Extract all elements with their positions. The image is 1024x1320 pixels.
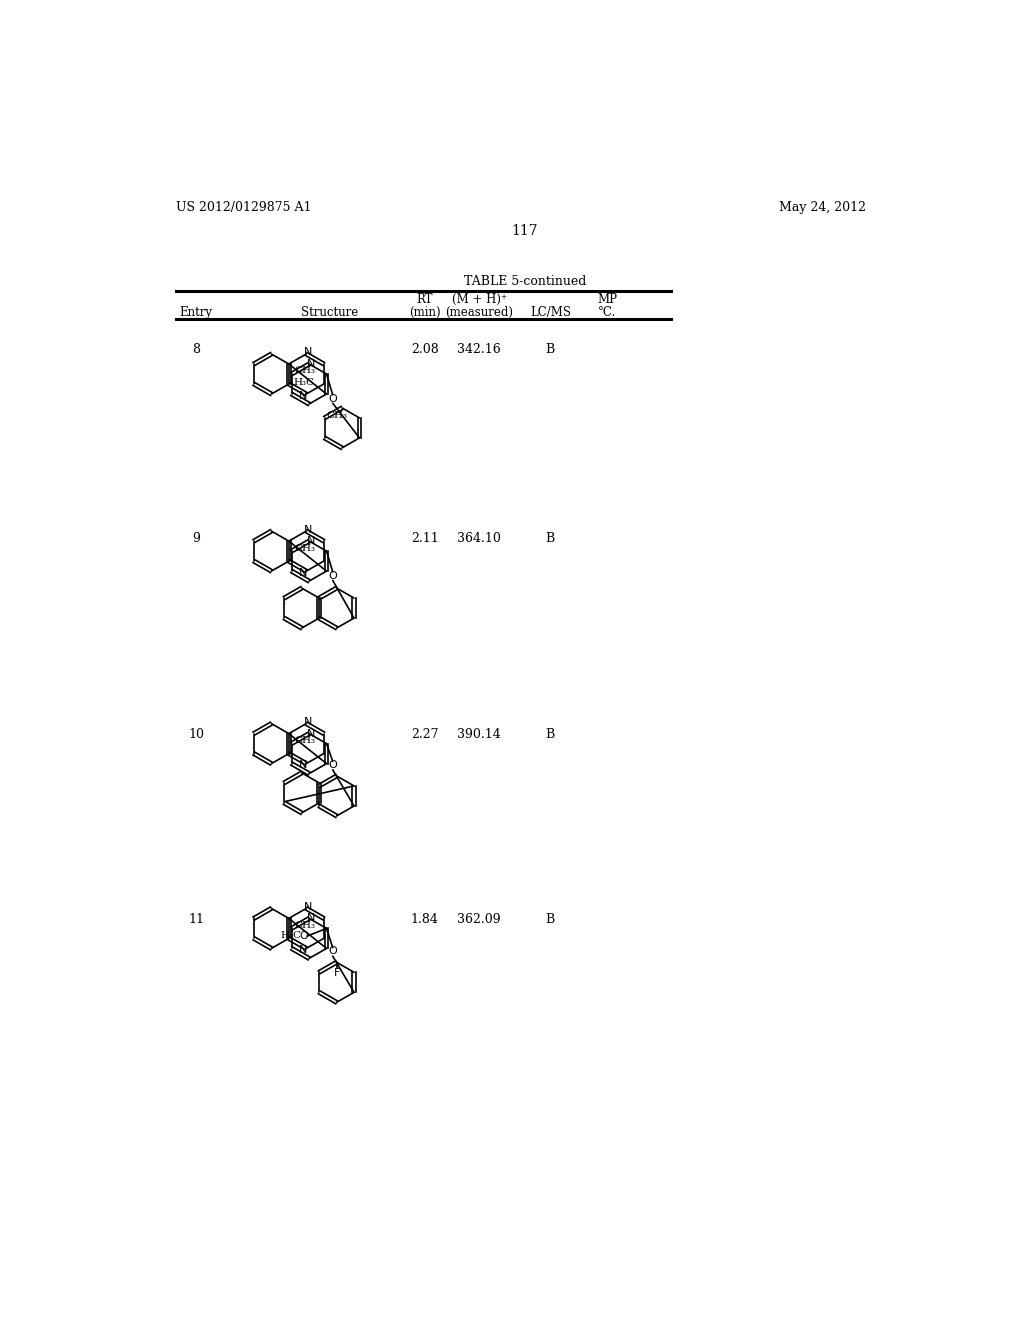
Text: (measured): (measured): [445, 306, 513, 319]
Text: CH₃: CH₃: [327, 411, 348, 420]
Text: N: N: [299, 568, 307, 578]
Text: °C.: °C.: [598, 306, 616, 319]
Text: N: N: [299, 945, 307, 954]
Text: N: N: [306, 913, 314, 924]
Text: N: N: [299, 391, 307, 400]
Text: O: O: [299, 931, 307, 941]
Text: B: B: [546, 532, 555, 545]
Text: 2.08: 2.08: [411, 343, 438, 356]
Text: 9: 9: [193, 532, 200, 545]
Text: B: B: [546, 343, 555, 356]
Text: 390.14: 390.14: [457, 729, 501, 742]
Text: May 24, 2012: May 24, 2012: [779, 201, 866, 214]
Text: H₃C: H₃C: [280, 931, 301, 940]
Text: F: F: [334, 969, 340, 978]
Text: N: N: [304, 524, 312, 535]
Text: 11: 11: [188, 913, 204, 927]
Text: B: B: [546, 729, 555, 742]
Text: O: O: [329, 570, 337, 581]
Text: O: O: [329, 393, 337, 404]
Text: 362.09: 362.09: [458, 913, 501, 927]
Text: 10: 10: [188, 729, 204, 742]
Text: 2.11: 2.11: [411, 532, 438, 545]
Text: 342.16: 342.16: [457, 343, 501, 356]
Text: 364.10: 364.10: [457, 532, 501, 545]
Text: 1.84: 1.84: [411, 913, 438, 927]
Text: N: N: [306, 359, 314, 370]
Text: H₃C: H₃C: [294, 378, 315, 387]
Text: (M + H)⁺: (M + H)⁺: [452, 293, 507, 306]
Text: RT: RT: [417, 293, 433, 306]
Text: N: N: [306, 536, 314, 546]
Text: CH₃: CH₃: [295, 737, 315, 744]
Text: 8: 8: [193, 343, 201, 356]
Text: N: N: [304, 902, 312, 912]
Text: N: N: [304, 347, 312, 358]
Text: CH₃: CH₃: [295, 921, 315, 929]
Text: B: B: [546, 913, 555, 927]
Text: MP: MP: [597, 293, 616, 306]
Text: (min): (min): [409, 306, 440, 319]
Text: 117: 117: [511, 224, 539, 238]
Text: O: O: [329, 760, 337, 770]
Text: Structure: Structure: [301, 306, 358, 319]
Text: CH₃: CH₃: [295, 367, 315, 375]
Text: N: N: [299, 760, 307, 770]
Text: O: O: [329, 946, 337, 957]
Text: CH₃: CH₃: [295, 544, 315, 553]
Text: LC/MS: LC/MS: [529, 306, 570, 319]
Text: Entry: Entry: [179, 306, 213, 319]
Text: US 2012/0129875 A1: US 2012/0129875 A1: [176, 201, 311, 214]
Text: 2.27: 2.27: [411, 729, 438, 742]
Text: N: N: [306, 729, 314, 739]
Text: TABLE 5-continued: TABLE 5-continued: [464, 276, 586, 289]
Text: N: N: [304, 717, 312, 727]
